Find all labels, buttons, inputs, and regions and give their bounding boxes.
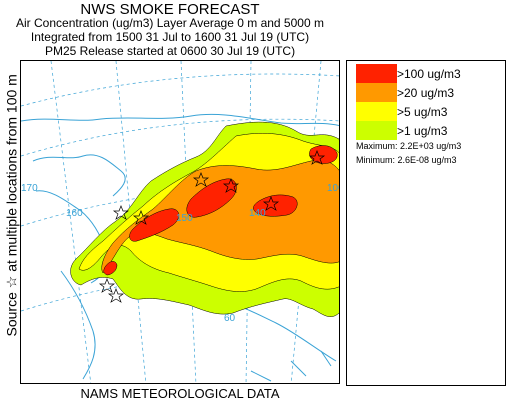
lon-label-170: 170	[21, 183, 38, 194]
legend-swatch-20	[356, 83, 397, 102]
concentration-subtitle: Air Concentration (ug/m3) Layer Average …	[16, 16, 324, 30]
lon-label-100: 100	[327, 183, 340, 194]
plume-100ugm3-west	[129, 208, 180, 242]
integration-period: Integrated from 1500 31 Jul to 1600 31 J…	[30, 30, 310, 44]
plume-100ugm3-southwest	[103, 261, 118, 276]
legend-swatch-100	[356, 64, 397, 83]
concentration-plume	[70, 121, 339, 317]
legend-label-5: >5 ug/m3	[397, 105, 448, 119]
legend-maximum: Maximum: 2.2E+03 ug/m3	[356, 141, 462, 151]
legend-minimum: Minimum: 2.6E-08 ug/m3	[356, 155, 457, 165]
concentration-legend: >100 ug/m3 >20 ug/m3 >5 ug/m3 >1 ug/m3 M…	[346, 60, 506, 386]
lon-label-140: 140	[249, 208, 266, 219]
plume-20ugm3	[101, 159, 339, 274]
source-location-label: Source ☆ at multiple locations from 100 …	[3, 74, 20, 337]
smoke-forecast-map: 170 160 150 140 100 60	[20, 60, 340, 384]
lon-label-60: 60	[224, 313, 236, 324]
legend-swatch-5	[356, 102, 397, 121]
map-title: NWS SMOKE FORECAST	[80, 1, 260, 18]
source-markers	[98, 150, 326, 303]
legend-swatch-1	[356, 121, 397, 140]
release-info: PM25 Release started at 0600 30 Jul 19 (…	[44, 44, 296, 58]
legend-label-20: >20 ug/m3	[397, 86, 455, 100]
meteorological-data-label: NAMS METEOROLOGICAL DATA	[80, 386, 280, 401]
plume-100ugm3-northeast	[309, 145, 338, 164]
plume-100ugm3-east	[253, 194, 298, 217]
legend-label-1: >1 ug/m3	[397, 124, 448, 138]
legend-label-100: >100 ug/m3	[397, 67, 461, 81]
lon-label-150: 150	[176, 213, 193, 224]
plume-100ugm3-central	[186, 178, 237, 218]
lon-label-160: 160	[66, 208, 83, 219]
